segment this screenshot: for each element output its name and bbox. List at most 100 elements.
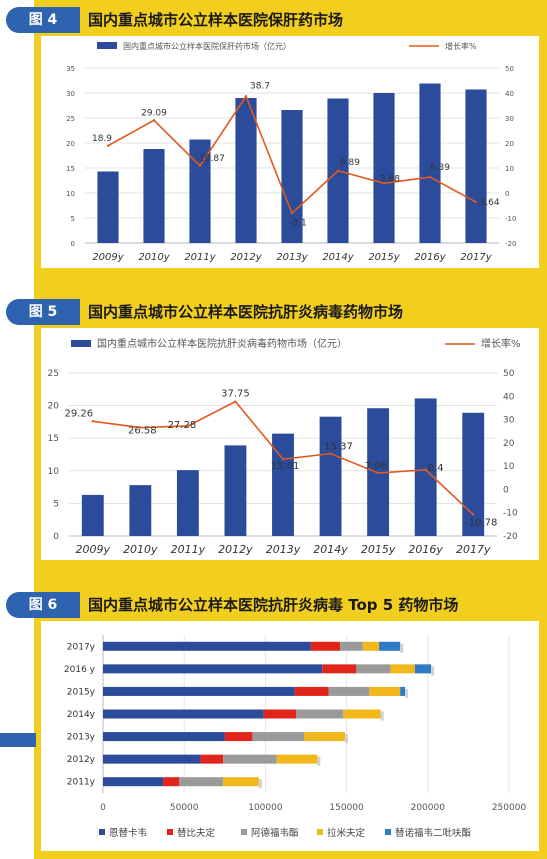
x-axis-category-label: 2014y — [322, 252, 354, 263]
bar — [81, 494, 104, 536]
bar-shadow — [405, 688, 409, 698]
stacked-bar-segment — [224, 732, 253, 742]
growth-rate-data-label: 8.4 — [428, 463, 444, 474]
figure-6-title: 国内重点城市公立样本医院抗肝炎病毒 Top 5 药物市场 — [88, 596, 459, 614]
legend-swatch — [385, 829, 391, 835]
right-axis-tick-label: 40 — [503, 392, 515, 402]
y-axis-category-label: 2013y — [67, 733, 96, 743]
stacked-bar-segment — [103, 641, 311, 651]
growth-rate-point — [424, 468, 427, 472]
x-axis-category-label: 2011y — [184, 252, 216, 263]
legend-bar-label: 国内重点城市公立样本医院保肝药市场（亿元） — [123, 41, 291, 51]
stacked-bar-segment — [103, 754, 201, 764]
bar — [189, 139, 211, 243]
left-axis-tick-label: 10 — [48, 467, 60, 477]
bar-shadow — [400, 643, 404, 653]
right-axis-tick-label: -10 — [505, 215, 516, 223]
legend-swatch — [167, 829, 173, 835]
growth-rate-data-label: 26.58 — [128, 426, 157, 437]
stacked-bar-segment — [103, 777, 164, 787]
legend-label: 拉米夫定 — [327, 827, 366, 839]
right-axis-tick-label: -20 — [503, 532, 518, 542]
growth-rate-data-label: 29.26 — [64, 408, 93, 419]
figure-5-title: 国内重点城市公立样本医院抗肝炎病毒药物市场 — [88, 303, 404, 321]
y-axis-category-label: 2011y — [67, 778, 96, 788]
stacked-bar-segment — [223, 754, 277, 764]
stacked-bar-segment — [103, 732, 225, 742]
bar — [143, 149, 165, 243]
legend-label: 替诺福韦二吡呋酯 — [395, 827, 472, 839]
stacked-bar-segment — [252, 732, 305, 742]
left-axis-tick-label: 30 — [66, 90, 75, 98]
growth-rate-point — [281, 457, 285, 461]
stacked-bar-segment — [379, 641, 401, 651]
growth-rate-point — [329, 452, 332, 455]
stacked-bar-segment — [343, 709, 381, 719]
left-axis-tick-label: 35 — [66, 65, 75, 73]
growth-rate-point — [234, 400, 237, 403]
stacked-bar-segment — [294, 686, 329, 696]
growth-rate-data-label: 15.37 — [324, 442, 353, 453]
stacked-bar-segment — [179, 777, 224, 787]
legend-label: 阿德福韦酯 — [251, 827, 299, 839]
legend-swatch — [241, 829, 247, 835]
x-axis-category-label: 2013y — [276, 252, 308, 263]
x-axis-category-label: 2016y — [408, 543, 443, 556]
right-axis-tick-label: 50 — [503, 369, 515, 379]
bar-shadow — [431, 666, 435, 676]
right-axis-tick-label: 30 — [505, 115, 514, 123]
x-axis-tick-label: 50000 — [170, 803, 199, 813]
stacked-bar-segment — [163, 777, 180, 787]
stacked-bar-segment — [103, 664, 323, 674]
figure-6-tag: 图 6 — [6, 592, 80, 618]
bar-shadow — [344, 734, 348, 744]
y-axis-category-label: 2017y — [67, 642, 96, 652]
stacked-bar-segment — [362, 641, 380, 651]
bar — [129, 485, 152, 536]
growth-rate-data-label: -8.1 — [289, 218, 307, 228]
x-axis-tick-label: 150000 — [329, 803, 364, 813]
growth-rate-data-label: 38.7 — [250, 81, 270, 91]
growth-rate-data-label: 8.89 — [340, 158, 360, 168]
growth-rate-point — [474, 200, 478, 204]
bar — [224, 445, 247, 536]
left-axis-tick-label: 0 — [71, 240, 75, 248]
right-axis-tick-label: 20 — [503, 439, 515, 449]
legend-line-label: 增长率% — [445, 41, 477, 51]
stacked-bar-segment — [322, 664, 357, 674]
right-axis-tick-label: 30 — [503, 416, 515, 426]
growth-rate-data-label: -10.78 — [465, 518, 497, 529]
x-axis-category-label: 2016y — [414, 252, 446, 263]
growth-rate-point — [472, 513, 475, 516]
stacked-bar-segment — [340, 641, 363, 651]
x-axis-tick-label: 0 — [100, 803, 106, 813]
x-axis-category-label: 2010y — [123, 543, 158, 556]
legend-bar-swatch — [71, 340, 91, 347]
x-axis-category-label: 2015y — [368, 252, 400, 263]
growth-rate-data-label: 13.01 — [271, 461, 300, 472]
x-axis-category-label: 2012y — [218, 543, 253, 556]
stacked-bar-segment — [414, 664, 432, 674]
bar — [373, 93, 395, 243]
stacked-bar-segment — [200, 754, 224, 764]
growth-rate-point — [336, 169, 340, 172]
stacked-bar-segment — [223, 777, 259, 787]
stacked-bar-segment — [103, 686, 295, 696]
figure-4-svg: 0 5 10 15 20 25 30 35 -20 -10 0 10 20 30 40 50 2009y 2010… — [66, 41, 516, 263]
growth-rate-data-label: 37.75 — [221, 389, 250, 400]
left-axis-tick-label: 20 — [48, 402, 60, 412]
bar — [465, 89, 487, 243]
bar-shadow — [258, 779, 262, 789]
left-axis-tick-label: 5 — [71, 215, 75, 223]
stacked-bar-segment — [400, 686, 406, 696]
bar-shadow — [380, 711, 384, 721]
bar-shadow — [317, 756, 321, 766]
bar — [419, 83, 441, 243]
figure-4-tag: 图 4 — [6, 7, 80, 33]
bar — [319, 416, 342, 536]
growth-rate-point — [152, 119, 156, 122]
legend-swatch — [317, 829, 323, 835]
growth-rate-data-label: 7.06 — [365, 461, 387, 472]
x-axis-category-label: 2011y — [171, 543, 206, 556]
growth-rate-point — [186, 424, 190, 428]
